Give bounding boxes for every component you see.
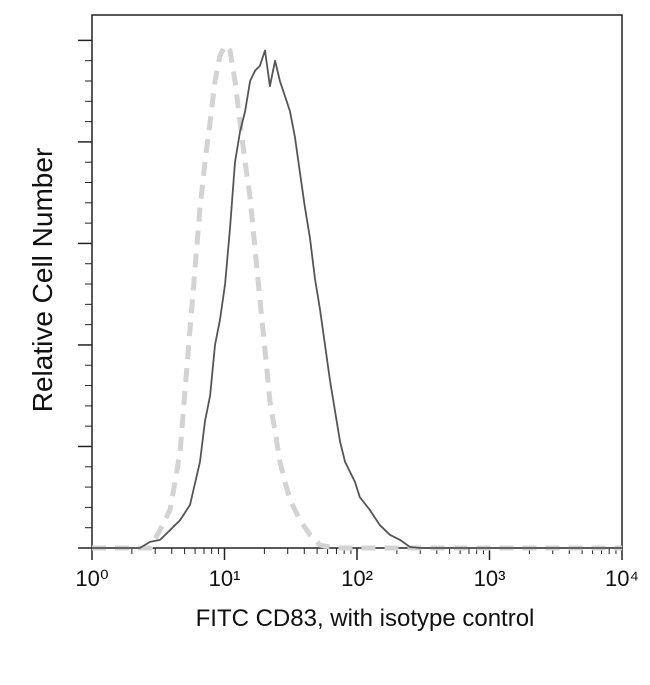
plot-frame <box>91 14 623 549</box>
histogram-line <box>92 43 622 551</box>
x-tick-label: 10¹ <box>209 566 241 591</box>
x-tick-label: 10² <box>341 566 373 591</box>
x-tick-label: 10³ <box>474 566 506 591</box>
y-axis-label: Relative Cell Number <box>27 148 58 413</box>
x-axis-label: FITC CD83, with isotype control <box>196 605 535 632</box>
x-tick-label: 10⁴ <box>605 566 639 591</box>
histogram-line <box>92 49 622 549</box>
x-tick-label: 10⁰ <box>75 566 108 591</box>
